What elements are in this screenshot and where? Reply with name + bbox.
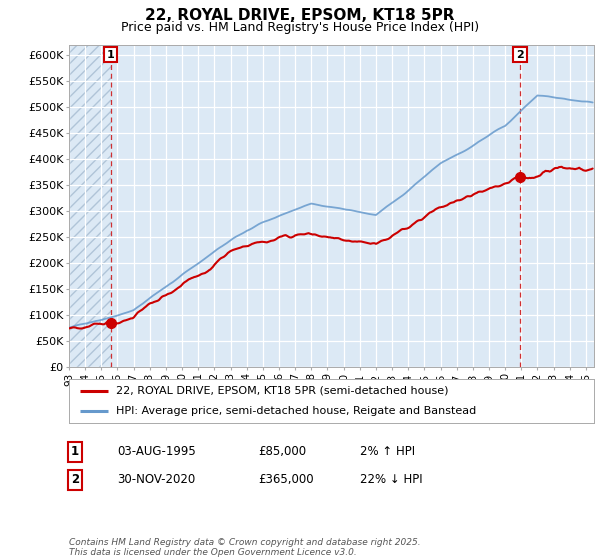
Text: 22, ROYAL DRIVE, EPSOM, KT18 5PR: 22, ROYAL DRIVE, EPSOM, KT18 5PR xyxy=(145,8,455,24)
Text: 30-NOV-2020: 30-NOV-2020 xyxy=(117,473,195,487)
Text: HPI: Average price, semi-detached house, Reigate and Banstead: HPI: Average price, semi-detached house,… xyxy=(116,406,476,416)
Text: 22, ROYAL DRIVE, EPSOM, KT18 5PR (semi-detached house): 22, ROYAL DRIVE, EPSOM, KT18 5PR (semi-d… xyxy=(116,386,449,396)
Text: Contains HM Land Registry data © Crown copyright and database right 2025.
This d: Contains HM Land Registry data © Crown c… xyxy=(69,538,421,557)
Text: 1: 1 xyxy=(71,445,79,459)
Text: 22% ↓ HPI: 22% ↓ HPI xyxy=(360,473,422,487)
Text: 1: 1 xyxy=(107,50,115,59)
Text: 2: 2 xyxy=(516,50,524,59)
Text: 03-AUG-1995: 03-AUG-1995 xyxy=(117,445,196,459)
Text: £365,000: £365,000 xyxy=(258,473,314,487)
Text: £85,000: £85,000 xyxy=(258,445,306,459)
Text: Price paid vs. HM Land Registry's House Price Index (HPI): Price paid vs. HM Land Registry's House … xyxy=(121,21,479,34)
Text: 2: 2 xyxy=(71,473,79,487)
Text: 2% ↑ HPI: 2% ↑ HPI xyxy=(360,445,415,459)
